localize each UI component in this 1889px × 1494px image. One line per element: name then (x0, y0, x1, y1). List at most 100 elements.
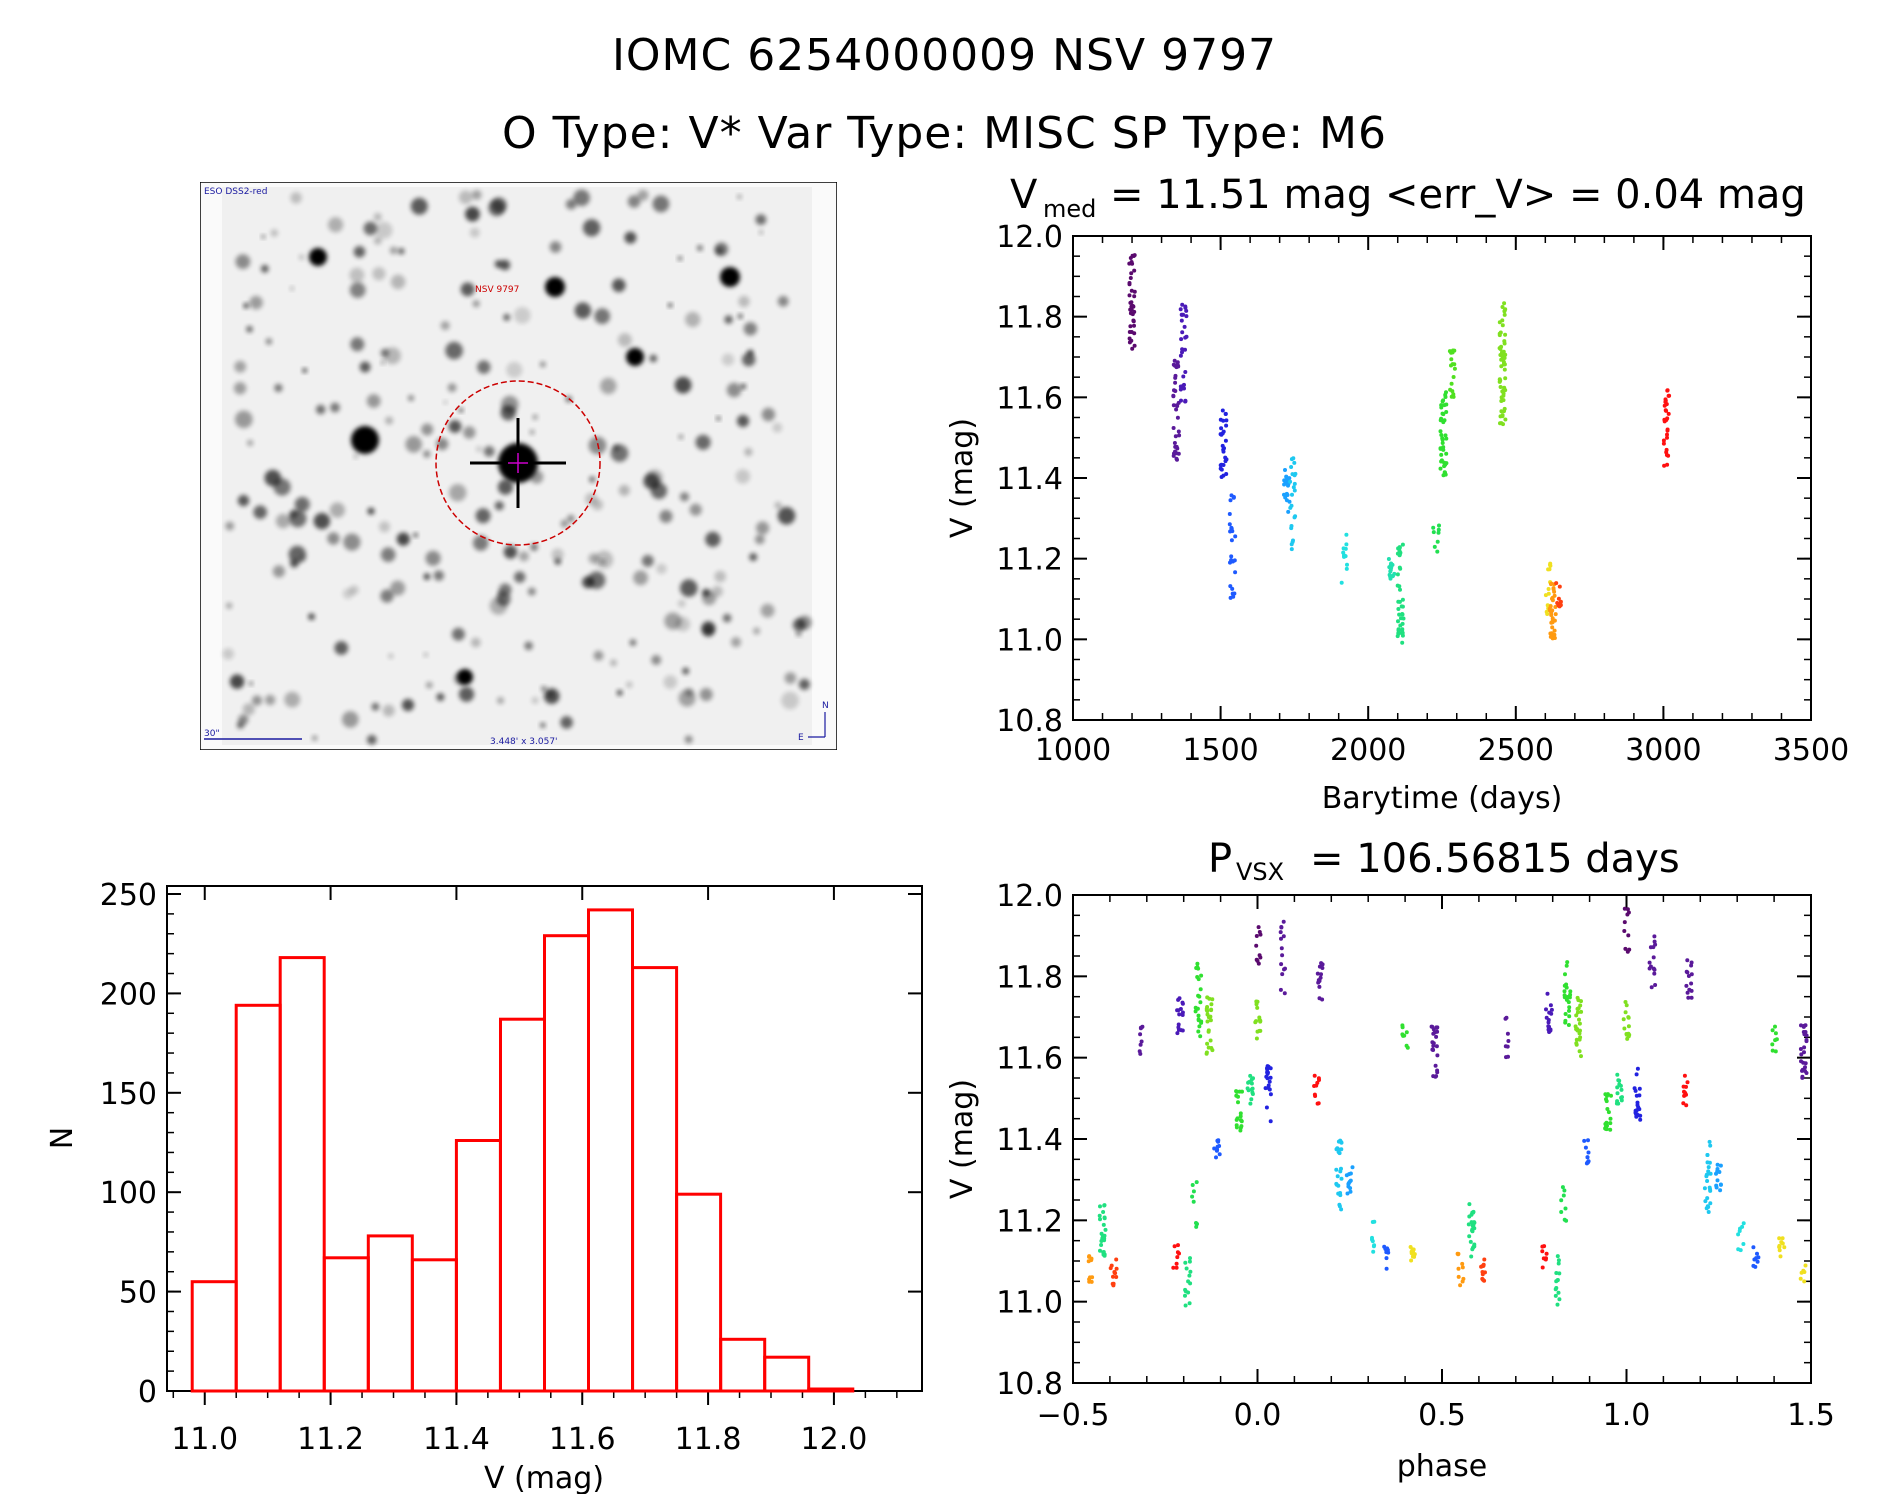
data-point (1171, 1265, 1176, 1270)
sky-star (351, 426, 379, 454)
y-tick-label: 11.2 (996, 543, 1063, 578)
data-point (1279, 936, 1283, 941)
sky-star (349, 282, 366, 298)
sky-star (342, 588, 354, 599)
data-point (1396, 607, 1401, 611)
data-point (1172, 358, 1177, 363)
sky-star (367, 507, 375, 515)
data-point (1708, 1188, 1713, 1193)
data-point (1131, 318, 1136, 323)
data-point (1577, 1037, 1582, 1042)
sky-star (711, 585, 723, 598)
x-tick-label: 1.5 (1787, 1398, 1835, 1433)
data-point (1396, 619, 1400, 624)
data-point (1224, 423, 1229, 428)
data-point (1186, 1279, 1191, 1284)
data-point (1550, 616, 1555, 621)
data-point (1770, 1048, 1775, 1053)
sky-star (407, 395, 415, 402)
data-point (1557, 1271, 1562, 1276)
data-point (1184, 1266, 1189, 1271)
data-point (1193, 1009, 1198, 1014)
data-point (1219, 462, 1224, 467)
data-point (1503, 332, 1508, 337)
sky-star (633, 570, 648, 586)
data-point (1619, 1098, 1624, 1103)
data-point (1130, 304, 1135, 308)
data-point (1172, 388, 1176, 393)
star-label: NSV 9797 (475, 285, 519, 295)
sky-star (796, 630, 802, 637)
data-point (1281, 934, 1286, 939)
data-point (1267, 1087, 1272, 1092)
data-point (1410, 1247, 1415, 1252)
data-point (1633, 1108, 1638, 1113)
sky-star (649, 354, 658, 363)
sky-star (744, 447, 753, 457)
sky-star (716, 416, 721, 421)
data-point (1623, 1000, 1628, 1004)
data-point (1177, 433, 1182, 438)
data-point (1497, 377, 1502, 382)
data-point (1238, 1128, 1243, 1133)
data-point (1800, 1068, 1804, 1073)
data-point (1220, 408, 1225, 413)
data-point (1544, 1015, 1549, 1020)
data-point (1648, 945, 1653, 950)
sky-star (772, 422, 783, 433)
data-point (1254, 999, 1259, 1004)
data-point (1320, 966, 1325, 970)
data-point (1702, 1186, 1707, 1191)
sky-star (798, 678, 810, 690)
target-star (470, 418, 566, 508)
data-point (1665, 435, 1669, 440)
sky-star (652, 195, 670, 213)
lightcurve-xlabel: Barytime (days) (1322, 781, 1563, 816)
data-point (1316, 1101, 1321, 1106)
sky-star (494, 501, 504, 511)
data-point (1782, 1245, 1787, 1250)
data-point (1224, 457, 1229, 462)
data-point (1741, 1221, 1746, 1226)
data-point (1802, 1045, 1807, 1050)
y-tick-label: 11.4 (996, 1123, 1063, 1158)
data-point (1773, 1024, 1777, 1029)
histogram-ylabel: N (45, 1127, 80, 1149)
data-point (1175, 404, 1180, 408)
data-point (1435, 1070, 1440, 1075)
sky-star (656, 563, 667, 574)
sky-star (737, 194, 742, 200)
data-point (1206, 1045, 1211, 1050)
data-point (1800, 1074, 1805, 1079)
data-point (1556, 596, 1561, 601)
data-point (1174, 444, 1179, 449)
data-point (1652, 934, 1657, 939)
data-point (1239, 1119, 1244, 1124)
data-point (1614, 1101, 1619, 1106)
data-point (1574, 1041, 1579, 1046)
x-tick-label: 1.0 (1603, 1398, 1651, 1433)
data-point (1502, 312, 1507, 317)
data-point (1230, 586, 1235, 591)
data-point (1183, 398, 1188, 403)
x-tick-label: 1000 (1035, 733, 1111, 768)
sky-star (251, 695, 263, 706)
sky-star (527, 587, 536, 596)
data-point (1183, 1293, 1187, 1298)
data-point (1400, 640, 1405, 645)
data-point (1175, 1255, 1180, 1260)
data-point (1456, 1274, 1461, 1279)
data-point (1198, 1034, 1203, 1039)
data-point (1238, 1114, 1243, 1119)
data-point (1175, 1031, 1180, 1036)
sky-star (423, 450, 431, 458)
data-point (1755, 1259, 1760, 1264)
data-point (1773, 1038, 1778, 1043)
data-point (1127, 281, 1132, 285)
data-point (1437, 523, 1441, 528)
data-point (1190, 1194, 1195, 1199)
data-point (1708, 1143, 1713, 1148)
x-tick-label: 0.5 (1418, 1398, 1466, 1433)
sky-star (574, 302, 592, 319)
sky-star (465, 206, 480, 222)
